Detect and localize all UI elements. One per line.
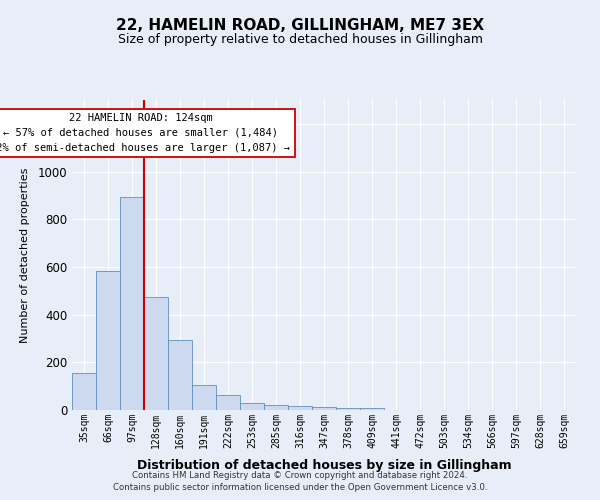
Bar [360,408,384,410]
Bar [72,373,96,410]
Bar [312,407,336,410]
Bar [240,403,264,410]
Bar [192,385,216,410]
Text: Contains HM Land Registry data © Crown copyright and database right 2024.
Contai: Contains HM Land Registry data © Crown c… [113,471,487,492]
Bar [336,408,360,410]
Bar [168,340,192,410]
Bar [120,196,144,410]
Text: 22 HAMELIN ROAD: 124sqm
← 57% of detached houses are smaller (1,484)
42% of semi: 22 HAMELIN ROAD: 124sqm ← 57% of detache… [0,113,290,152]
Bar [288,406,312,410]
Y-axis label: Number of detached properties: Number of detached properties [20,168,31,342]
Bar [96,270,120,410]
Text: Size of property relative to detached houses in Gillingham: Size of property relative to detached ho… [118,32,482,46]
X-axis label: Distribution of detached houses by size in Gillingham: Distribution of detached houses by size … [137,459,511,472]
Bar [216,394,240,410]
Bar [144,296,168,410]
Text: 22, HAMELIN ROAD, GILLINGHAM, ME7 3EX: 22, HAMELIN ROAD, GILLINGHAM, ME7 3EX [116,18,484,32]
Bar [264,405,288,410]
